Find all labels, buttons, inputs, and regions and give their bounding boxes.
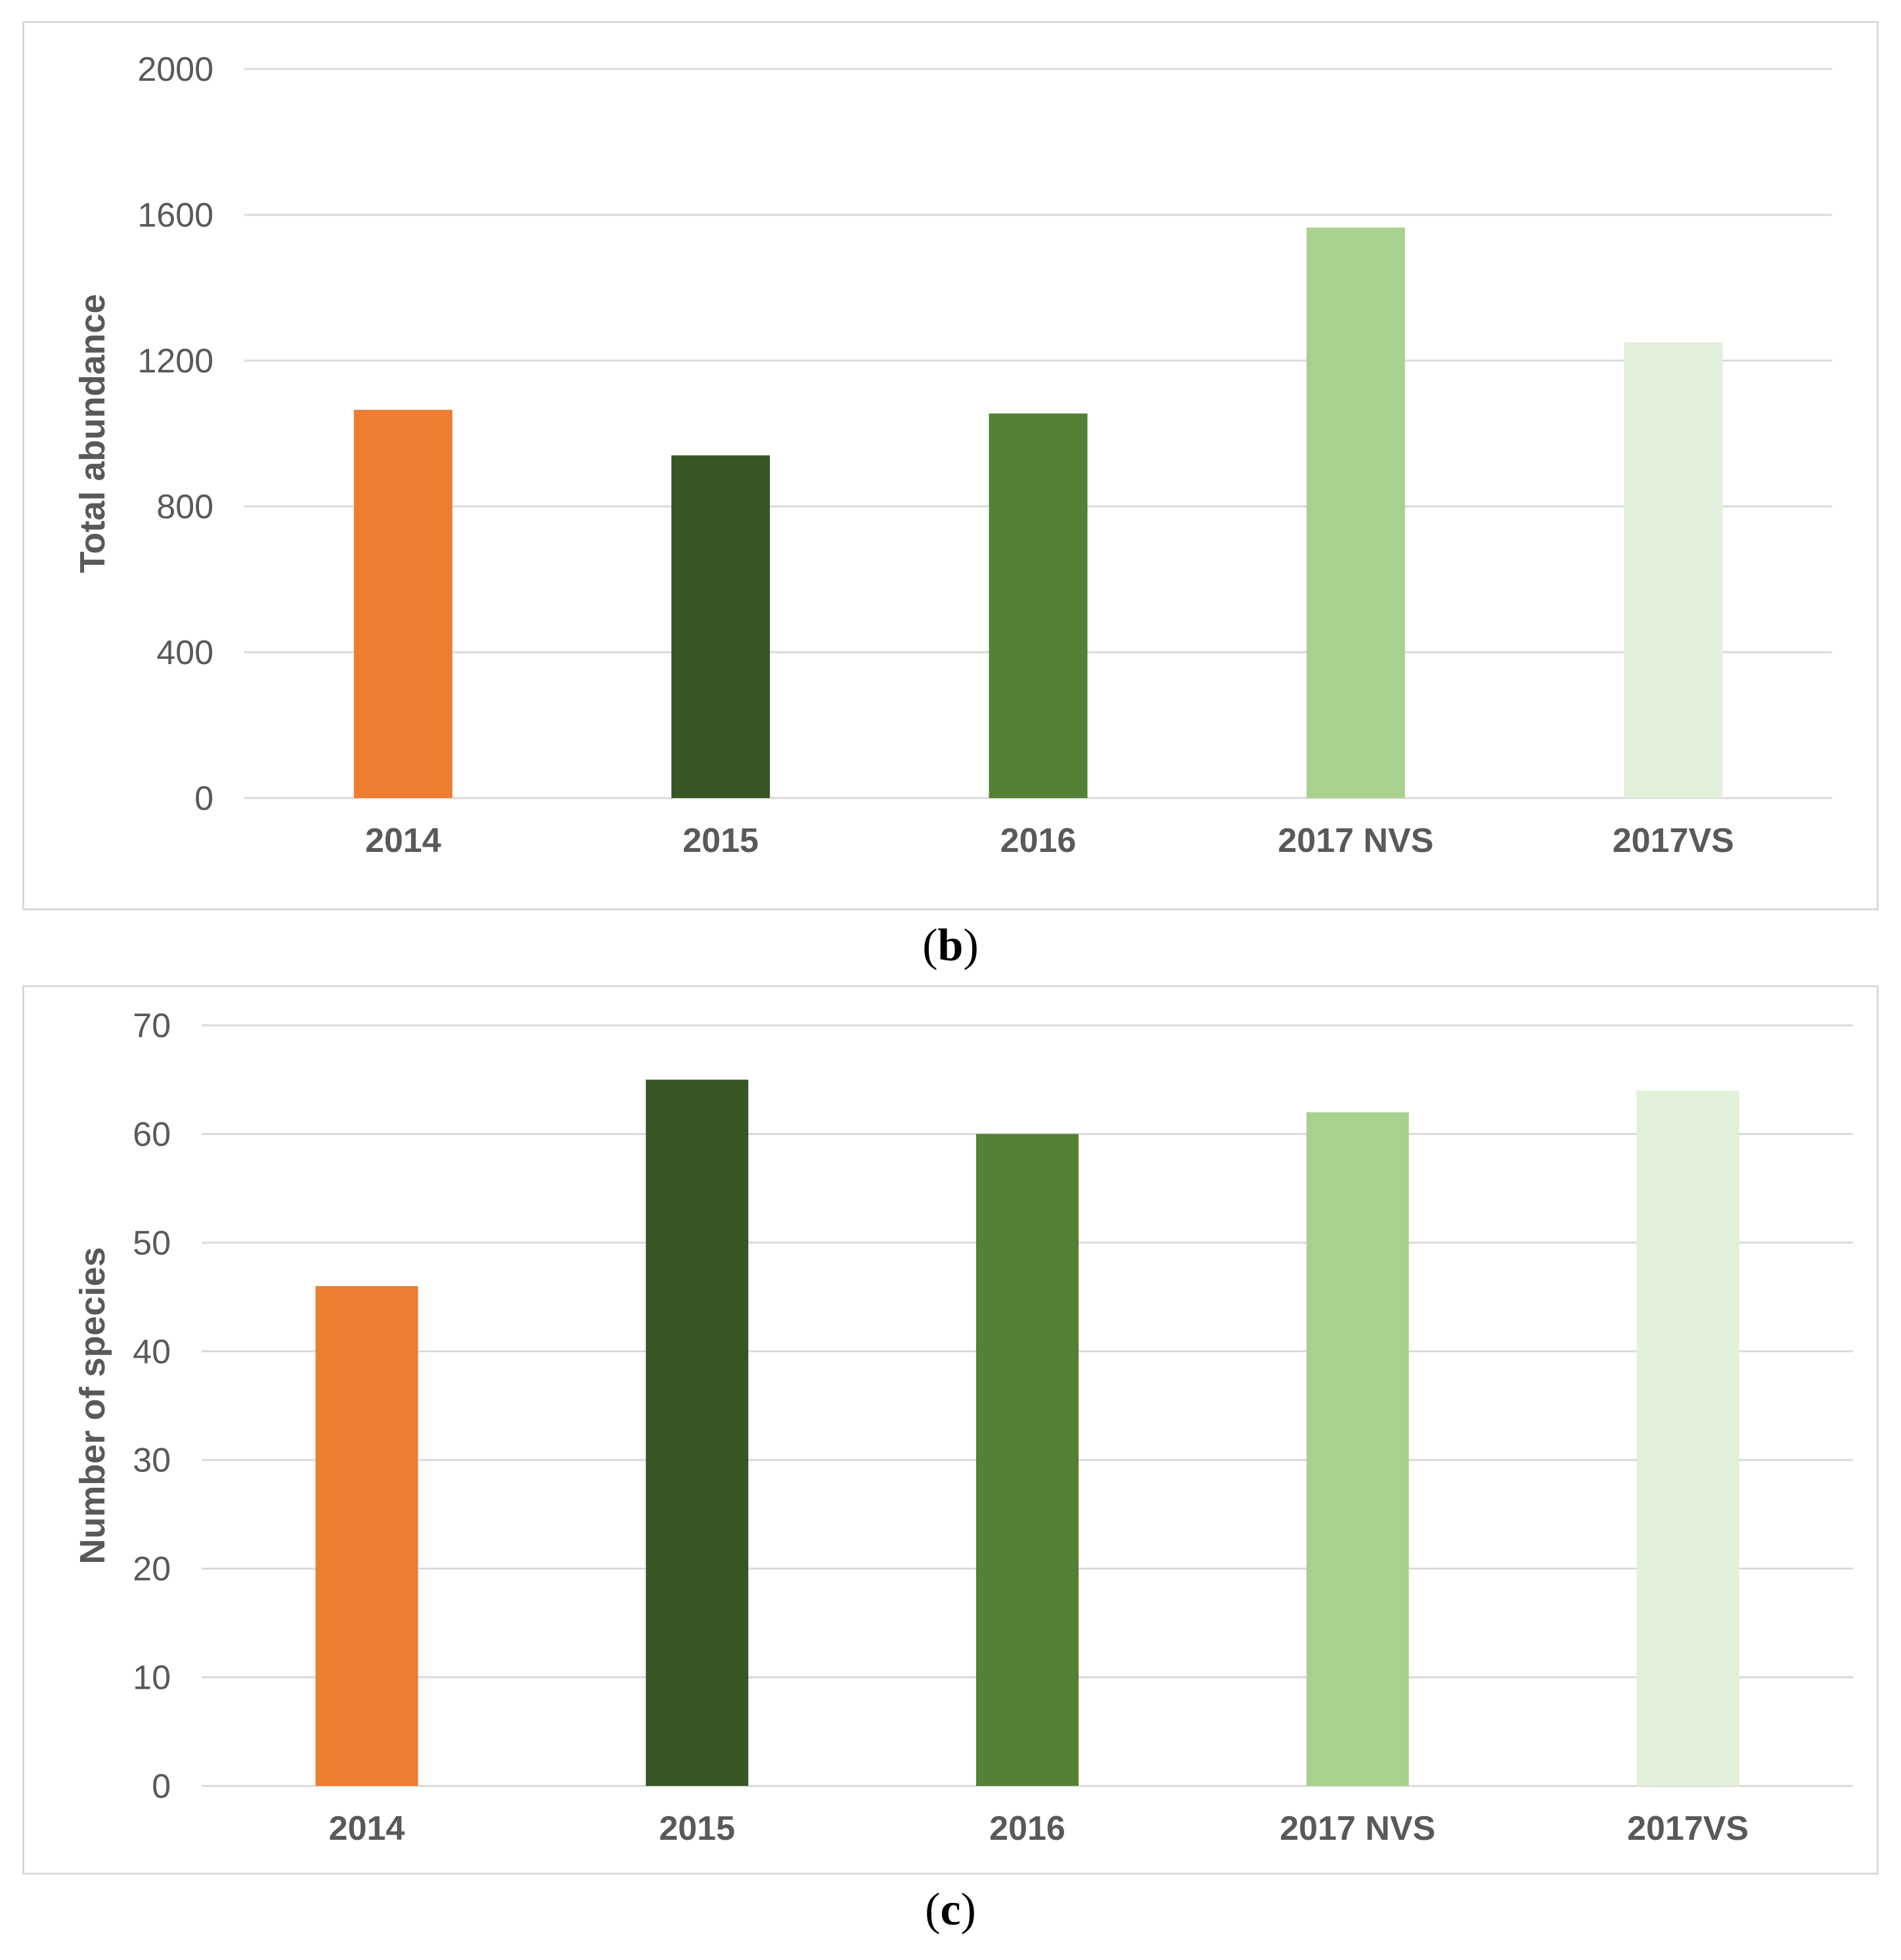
y-tick-label: 60	[133, 1115, 171, 1153]
y-tick-label: 40	[133, 1333, 171, 1371]
x-category-label: 2016	[989, 1810, 1065, 1848]
x-category-label: 2017VS	[1627, 1810, 1749, 1848]
y-tick-label: 10	[133, 1659, 171, 1697]
bar-2014	[353, 409, 453, 798]
y-tick-label: 30	[133, 1442, 171, 1480]
chart-panel-b: 0 400 800 1200 1600 2000 2014 2015 2016 2017 NVS 2…	[22, 21, 1879, 910]
x-category-label: 2017 NVS	[1278, 822, 1433, 860]
bar-2016	[989, 413, 1088, 798]
y-tick-label: 400	[156, 634, 213, 672]
x-category-label: 2015	[659, 1810, 735, 1848]
y-tick-label: 1600	[137, 196, 213, 234]
y-tick-label: 800	[156, 488, 213, 526]
panel-caption-c: (c)	[925, 1884, 976, 1935]
bar-2017vs	[1624, 342, 1723, 798]
x-category-label: 2016	[1000, 822, 1077, 860]
y-tick-label: 50	[133, 1224, 171, 1262]
bar-2015	[646, 1079, 749, 1786]
bar-2014	[315, 1286, 418, 1786]
panel-caption-b: (b)	[922, 920, 979, 971]
chart-b: 0 400 800 1200 1600 2000 2014 2015 2016 2017 NVS 2…	[73, 51, 1832, 860]
x-category-label: 2017VS	[1613, 822, 1734, 860]
bar-2017vs	[1636, 1090, 1739, 1786]
panel-label-b: b	[937, 920, 964, 971]
x-category-label: 2014	[329, 1810, 405, 1848]
y-tick-label: 70	[133, 1007, 171, 1045]
y-tick-label: 1200	[137, 342, 213, 380]
panel-label-c: c	[940, 1884, 961, 1935]
bar-2017-nvs	[1306, 227, 1405, 798]
bar-2015	[671, 455, 771, 798]
x-category-label: 2017 NVS	[1280, 1810, 1435, 1848]
y-tick-label: 20	[133, 1550, 171, 1588]
y-tick-label: 2000	[137, 51, 213, 89]
bar-2016	[976, 1134, 1079, 1786]
x-category-label: 2015	[682, 822, 759, 860]
y-axis-title: Number of species	[73, 1247, 112, 1564]
y-tick-label: 0	[194, 780, 213, 818]
y-tick-label: 0	[152, 1768, 171, 1806]
y-axis-title: Total abundance	[73, 294, 112, 573]
chart-panel-c: 0 10 20 30 40 50 60 70 2014 2015 2016 2017 NVS 2017V…	[22, 985, 1879, 1875]
chart-c: 0 10 20 30 40 50 60 70 2014 2015 2016 2017 NVS 2017V…	[73, 1007, 1853, 1848]
bar-2017-nvs	[1306, 1112, 1409, 1786]
x-category-label: 2014	[365, 822, 441, 860]
